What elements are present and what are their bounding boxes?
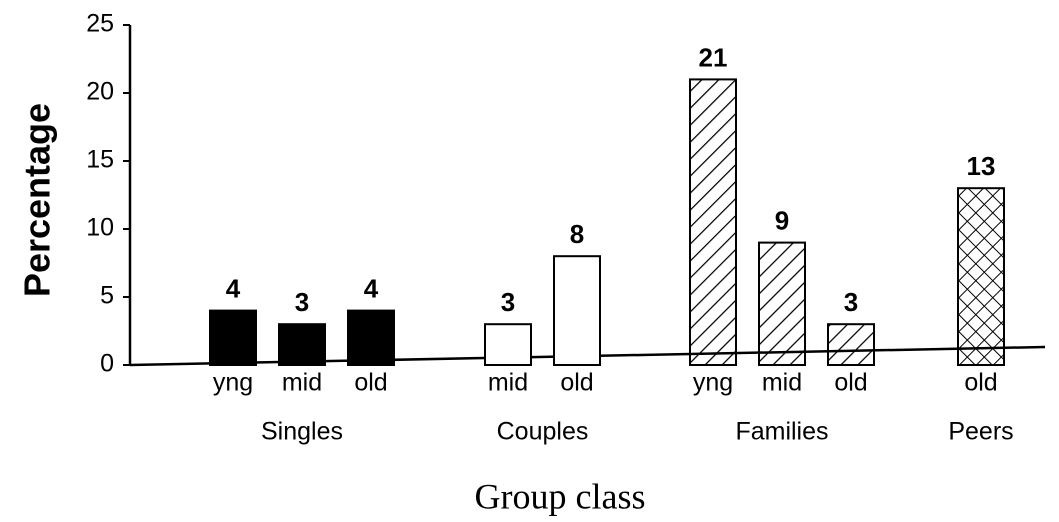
bar bbox=[347, 309, 395, 367]
group-label: Peers bbox=[948, 418, 1013, 446]
x-tick-label: mid bbox=[488, 369, 528, 397]
x-tick-label: mid bbox=[282, 369, 322, 397]
group-label: Families bbox=[735, 418, 828, 446]
x-axis-label: Group class bbox=[475, 476, 646, 516]
x-tick-label: old bbox=[964, 369, 997, 397]
value-label: 4 bbox=[364, 273, 379, 303]
x-tick-label: yng bbox=[693, 369, 733, 397]
bar bbox=[484, 323, 532, 367]
value-label: 9 bbox=[775, 205, 789, 235]
bar bbox=[957, 187, 1005, 366]
bar bbox=[553, 255, 601, 367]
x-tick-label: old bbox=[354, 369, 387, 397]
y-tick-label: 5 bbox=[100, 282, 114, 310]
value-label: 4 bbox=[226, 273, 241, 303]
y-tick-label: 20 bbox=[86, 78, 114, 106]
value-label: 3 bbox=[501, 287, 515, 317]
x-tick-label: old bbox=[560, 369, 593, 397]
y-tick-label: 25 bbox=[86, 10, 114, 38]
bar bbox=[827, 323, 875, 367]
value-label: 21 bbox=[699, 42, 728, 72]
y-tick-label: 10 bbox=[86, 214, 114, 242]
bar bbox=[209, 309, 257, 367]
group-label: Couples bbox=[497, 418, 589, 446]
value-label: 3 bbox=[295, 287, 309, 317]
y-tick-label: 15 bbox=[86, 146, 114, 174]
value-label: 8 bbox=[570, 219, 584, 249]
y-tick-label: 0 bbox=[100, 350, 114, 378]
bar bbox=[689, 78, 737, 367]
x-tick-label: yng bbox=[213, 369, 253, 397]
value-label: 13 bbox=[967, 151, 996, 181]
x-tick-label: old bbox=[834, 369, 867, 397]
x-tick-label: mid bbox=[762, 369, 802, 397]
bar bbox=[758, 241, 806, 367]
y-axis-label: Percentage bbox=[17, 103, 58, 297]
value-label: 3 bbox=[844, 287, 858, 317]
group-label: Singles bbox=[261, 418, 343, 446]
bar bbox=[278, 323, 326, 367]
